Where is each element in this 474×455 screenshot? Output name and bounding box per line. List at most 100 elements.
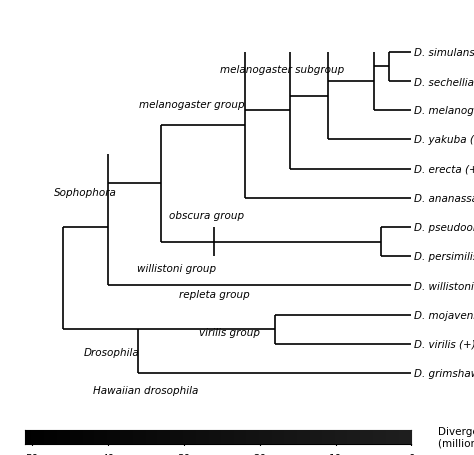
Bar (263, 430, 264, 445)
Bar (196, 430, 198, 445)
Text: D. simulans (+): D. simulans (+) (414, 48, 474, 58)
Bar (186, 430, 187, 445)
Bar (43, 430, 44, 445)
Bar (408, 430, 409, 445)
Bar (130, 430, 132, 445)
Bar (409, 430, 410, 445)
Bar (406, 430, 408, 445)
Bar (195, 430, 196, 445)
Bar (337, 430, 338, 445)
Bar (35, 430, 36, 445)
Bar (400, 430, 401, 445)
Bar (326, 430, 328, 445)
Bar (159, 430, 160, 445)
Bar (181, 430, 182, 445)
Bar (125, 430, 127, 445)
Text: D. pseudoobscura (-): D. pseudoobscura (-) (414, 222, 474, 233)
Bar (49, 430, 51, 445)
Text: willistoni group: willistoni group (137, 263, 216, 273)
Bar (71, 430, 73, 445)
Bar (100, 430, 101, 445)
Text: D. virilis (+): D. virilis (+) (414, 339, 474, 349)
Bar (205, 430, 207, 445)
Bar (116, 430, 118, 445)
Bar (177, 430, 178, 445)
Bar (248, 430, 249, 445)
Bar (364, 430, 365, 445)
Bar (165, 430, 166, 445)
Bar (328, 430, 329, 445)
Bar (271, 430, 272, 445)
Bar (173, 430, 174, 445)
Bar (299, 430, 301, 445)
Bar (146, 430, 147, 445)
Bar (266, 430, 267, 445)
Bar (109, 430, 110, 445)
Bar (157, 430, 159, 445)
Bar (304, 430, 306, 445)
Bar (106, 430, 107, 445)
Bar (243, 430, 244, 445)
Bar (59, 430, 61, 445)
Bar (28, 430, 30, 445)
Bar (286, 430, 288, 445)
Bar (297, 430, 298, 445)
Bar (46, 430, 48, 445)
Bar (295, 430, 297, 445)
Bar (390, 430, 391, 445)
Bar (107, 430, 109, 445)
Bar (270, 430, 271, 445)
Bar (264, 430, 266, 445)
Bar (334, 430, 336, 445)
Bar (192, 430, 193, 445)
Bar (313, 430, 315, 445)
Bar (356, 430, 357, 445)
Bar (250, 430, 252, 445)
Bar (202, 430, 204, 445)
Bar (190, 430, 191, 445)
Text: Sophophora: Sophophora (54, 187, 117, 197)
Bar (217, 430, 218, 445)
Text: melanogaster group: melanogaster group (139, 100, 244, 110)
Bar (115, 430, 116, 445)
Text: 0: 0 (408, 453, 415, 455)
Bar (383, 430, 384, 445)
Bar (88, 430, 89, 445)
Bar (41, 430, 43, 445)
Bar (100, 430, 102, 445)
Bar (120, 430, 121, 445)
Bar (93, 430, 94, 445)
Bar (393, 430, 395, 445)
Bar (228, 430, 230, 445)
Bar (145, 430, 146, 445)
Bar (293, 430, 294, 445)
Bar (329, 430, 330, 445)
Bar (346, 430, 347, 445)
Bar (402, 430, 404, 445)
Bar (27, 430, 28, 445)
Bar (191, 430, 192, 445)
Bar (134, 430, 136, 445)
Bar (252, 430, 253, 445)
Bar (121, 430, 123, 445)
Bar (235, 430, 236, 445)
Text: D. willistoni (-): D. willistoni (-) (414, 281, 474, 291)
Bar (124, 430, 125, 445)
Bar (277, 430, 279, 445)
Bar (163, 430, 164, 445)
Bar (253, 430, 254, 445)
Bar (32, 430, 34, 445)
Bar (75, 430, 76, 445)
Bar (311, 430, 312, 445)
Bar (98, 430, 100, 445)
Text: Drosophila: Drosophila (84, 348, 140, 358)
Bar (97, 430, 98, 445)
Bar (343, 430, 345, 445)
Bar (391, 430, 392, 445)
Bar (164, 430, 165, 445)
Bar (172, 430, 173, 445)
Bar (227, 430, 228, 445)
Bar (262, 430, 263, 445)
Bar (333, 430, 334, 445)
Bar (67, 430, 69, 445)
